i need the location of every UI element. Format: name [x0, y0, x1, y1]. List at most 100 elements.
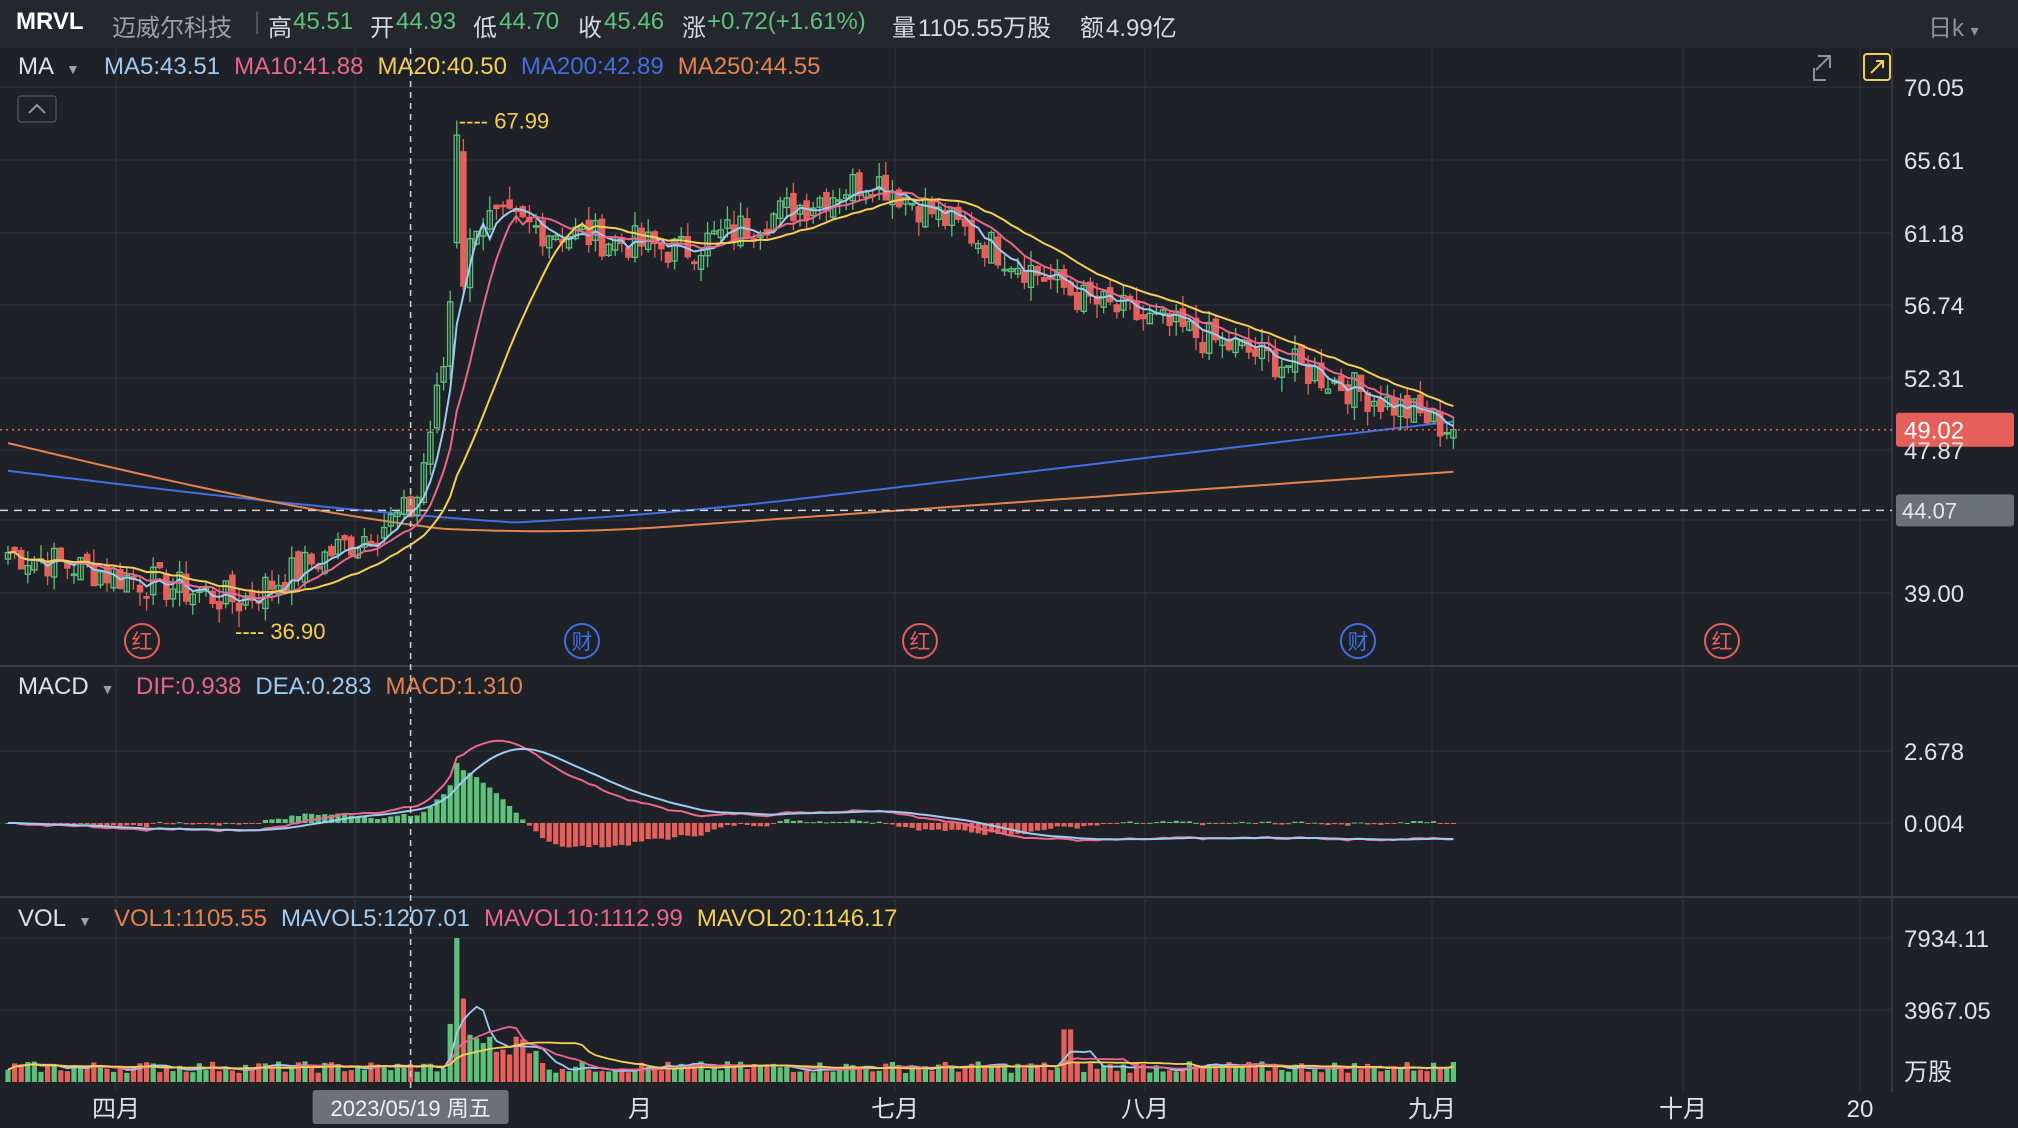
- macd-bar: [586, 823, 592, 848]
- volume-bar: [500, 1049, 506, 1082]
- candle-body: [565, 236, 573, 249]
- macd-bar: [955, 823, 961, 830]
- period-selector[interactable]: 日k ▾: [1928, 8, 1979, 43]
- ma-legend-text-item: MA10:41.88: [234, 53, 363, 80]
- dividend-marker-icon: [902, 623, 938, 659]
- macd-bar: [592, 823, 598, 845]
- ma-legend-text-item: MA250:44.55: [678, 53, 821, 80]
- collapse-icon[interactable]: [17, 95, 57, 123]
- volume-bar: [520, 1039, 526, 1082]
- candle-body: [24, 564, 32, 575]
- macd-bar: [256, 823, 262, 824]
- volume-bar: [1134, 1063, 1140, 1082]
- volume-bar: [130, 1066, 136, 1082]
- macd-bar: [190, 823, 196, 825]
- ma-legend-text: MA5:43.51 MA10:41.88 MA20:40.50 MA200:42.89…: [104, 53, 820, 80]
- candle-body: [625, 247, 632, 258]
- macd-bar: [1219, 822, 1225, 824]
- candle-body: [1192, 317, 1200, 339]
- volume-bar: [1048, 1070, 1054, 1082]
- volume-unit-label: 万股: [1904, 1059, 1952, 1086]
- vol-legend-text-item: MAVOL5:1207.01: [281, 905, 470, 932]
- main-indicator-selector[interactable]: MA ▼: [18, 53, 80, 80]
- vol-legend-text-item: MAVOL10:1112.99: [484, 905, 683, 932]
- macd-bar: [1127, 821, 1133, 823]
- crosshair-date-box: [312, 1090, 509, 1124]
- expand-icon[interactable]: [1813, 55, 1831, 81]
- candle-body: [545, 235, 553, 249]
- candle-body: [1285, 365, 1292, 368]
- candle-body: [776, 200, 784, 220]
- crosshair-price-label: 44.07: [1902, 498, 1957, 523]
- macd-tick-label: 0.004: [1904, 811, 1964, 838]
- volume-bar: [1101, 1065, 1107, 1082]
- candle-body: [1166, 312, 1173, 326]
- volume-bar: [1259, 1061, 1265, 1082]
- current-price-label: 49.02: [1904, 418, 1964, 445]
- macd-bar: [1186, 821, 1192, 823]
- candle-body: [1120, 294, 1127, 311]
- macd-bar: [78, 823, 84, 825]
- macd-bar: [282, 819, 288, 823]
- volume-bar: [1068, 1029, 1074, 1082]
- macd-bar: [124, 823, 130, 826]
- high-label: 高: [268, 15, 292, 42]
- macd-bar: [850, 819, 856, 823]
- volume-bar: [434, 1071, 440, 1082]
- macd-bar: [916, 823, 922, 831]
- ma-legend-text-item: MA200:42.89: [521, 53, 664, 80]
- candle-body: [1073, 291, 1081, 311]
- price-tick-label: 61.18: [1904, 221, 1964, 248]
- macd-bar: [144, 823, 150, 828]
- candle-body: [499, 204, 507, 208]
- volume-bar: [837, 1070, 843, 1082]
- volume-bar: [1028, 1063, 1034, 1082]
- volume-bar: [889, 1061, 895, 1082]
- volume-bar: [592, 1071, 598, 1082]
- volume-bar: [685, 1064, 691, 1082]
- volume-bar: [903, 1072, 909, 1082]
- macd-bar: [790, 820, 796, 823]
- macd-bar: [229, 823, 235, 824]
- volume-bar: [632, 1070, 638, 1082]
- candle-body: [136, 584, 144, 593]
- candle-body: [394, 511, 401, 518]
- volume-bar: [64, 1071, 70, 1082]
- volume-bar: [513, 1036, 519, 1082]
- volume-bar: [309, 1067, 315, 1082]
- candle-body: [380, 526, 388, 539]
- dividend-marker-icon: [1704, 623, 1740, 659]
- macd-bar: [738, 823, 744, 824]
- volume-tick-label: 7934.11: [1904, 926, 1989, 953]
- fullscreen-icon[interactable]: [1863, 53, 1891, 81]
- macd-bar: [619, 823, 625, 845]
- macd-bar: [1193, 822, 1199, 824]
- volume-bar: [949, 1067, 955, 1082]
- macd-bar: [573, 823, 579, 847]
- volume-bar: [282, 1071, 288, 1082]
- vol-indicator-selector[interactable]: VOL ▼: [18, 905, 92, 932]
- candle-body: [1159, 309, 1167, 315]
- macd-bar: [1167, 822, 1173, 824]
- candle-body: [17, 549, 25, 570]
- candle-body: [493, 204, 500, 210]
- volume-bar: [526, 1053, 532, 1082]
- volume-bar: [203, 1070, 209, 1082]
- macd-bar: [982, 823, 988, 835]
- open-value: 44.93: [396, 8, 457, 35]
- volume-bar: [1127, 1072, 1133, 1082]
- macd-tick-label: 2.678: [1904, 739, 1964, 766]
- macd-bar: [1094, 823, 1100, 826]
- volume-bar: [460, 998, 466, 1082]
- volume-bar: [45, 1064, 51, 1082]
- macd-indicator-selector[interactable]: MACD ▼: [18, 673, 115, 700]
- macd-bar: [1233, 822, 1239, 824]
- volume-bar: [784, 1066, 790, 1082]
- volume-bar: [665, 1061, 671, 1082]
- macd-bar: [678, 823, 684, 836]
- volume-bar: [117, 1067, 123, 1082]
- macd-bar: [276, 818, 282, 823]
- macd-bar: [58, 823, 64, 824]
- volume-bar: [652, 1066, 658, 1082]
